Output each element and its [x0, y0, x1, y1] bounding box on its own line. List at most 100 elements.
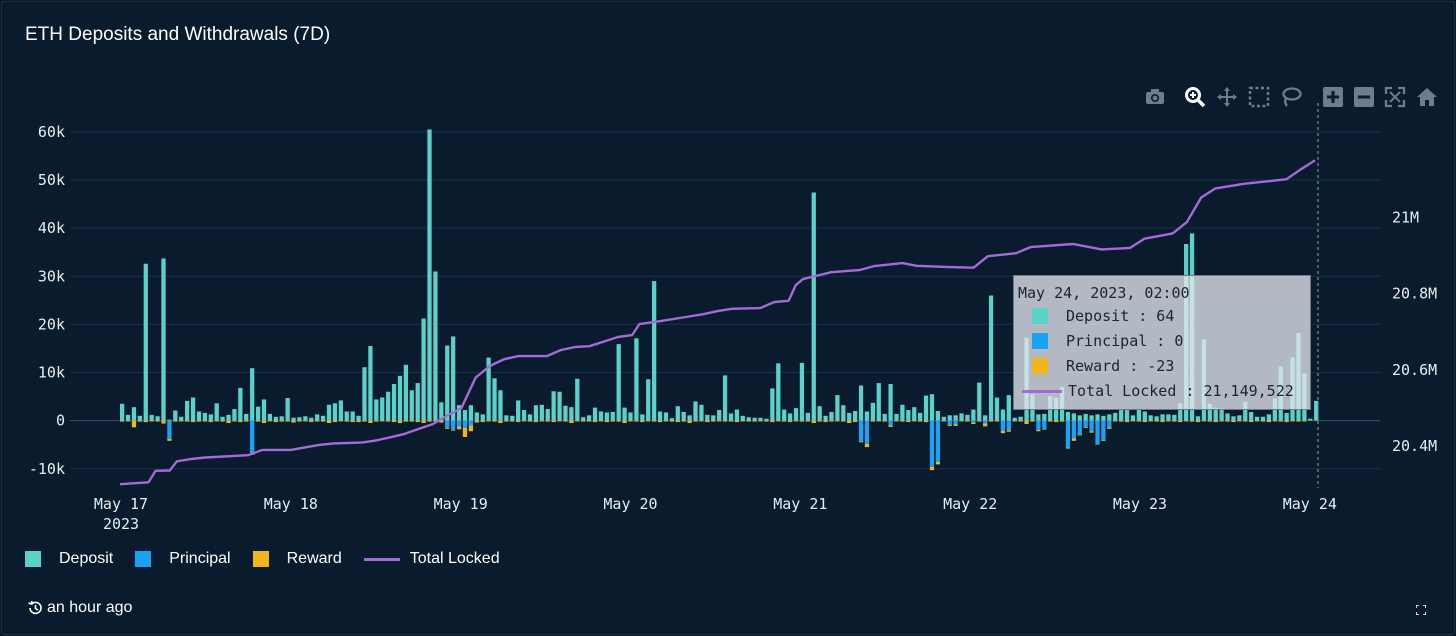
legend-item-principal[interactable]: Principal [135, 550, 231, 568]
deposit-bar [835, 395, 840, 421]
reward-bar [273, 420, 278, 423]
deposit-bar [1284, 412, 1289, 421]
deposit-bar [220, 416, 225, 421]
reward-bar [1219, 420, 1224, 422]
deposit-bar [592, 407, 598, 421]
deposit-bar [563, 405, 568, 421]
deposit-bar [752, 417, 757, 421]
reward-bar [652, 420, 657, 422]
deposit-bar [681, 411, 686, 421]
reward-bar [622, 420, 627, 424]
reward-bar [906, 420, 911, 423]
deposit-bar [586, 415, 592, 421]
reward-bar [1083, 426, 1088, 428]
reward-bar [451, 429, 456, 431]
principal-bar [983, 420, 988, 424]
reward-bar [835, 420, 840, 422]
deposit-bar [977, 382, 982, 421]
x-tick-label: May 24 [1283, 495, 1337, 513]
camera-icon[interactable] [1144, 86, 1166, 108]
reward-bar [1130, 420, 1136, 422]
reward-bar [1284, 420, 1289, 423]
deposit-bar [415, 383, 420, 421]
deposit-bar [474, 412, 479, 421]
reward-bar [864, 443, 870, 448]
deposit-bar [214, 403, 219, 421]
deposit-bar [1195, 416, 1201, 421]
deposit-bar [876, 383, 881, 421]
reset-axes-icon[interactable] [1416, 86, 1438, 108]
deposit-bar [722, 375, 728, 421]
deposit-bar [1018, 416, 1023, 421]
deposit-bar [604, 412, 609, 421]
reward-bar [232, 420, 237, 422]
reward-bar [965, 420, 970, 422]
reward-bar [303, 420, 308, 422]
y-left-tick-label: 60k [38, 123, 65, 141]
reward-bar [1213, 420, 1218, 423]
reward-bar [669, 420, 675, 422]
reward-bar [510, 420, 515, 422]
deposit-bar [1243, 401, 1248, 421]
deposit-bar [1107, 414, 1112, 421]
deposit-bar [1225, 413, 1230, 421]
reward-bar [923, 420, 929, 423]
reward-bar [498, 420, 503, 424]
reward-bar [586, 420, 592, 422]
reward-bar [1000, 430, 1006, 434]
deposit-bar [906, 410, 911, 421]
deposit-bar [261, 399, 267, 421]
reward-bar [941, 420, 946, 422]
reward-bar [858, 441, 864, 443]
deposit-bar [557, 391, 562, 421]
fullscreen-icon[interactable] [1415, 602, 1427, 620]
legend-item-deposit[interactable]: Deposit [25, 550, 113, 568]
reward-bar [1048, 420, 1053, 422]
deposit-bar [125, 414, 131, 421]
zoom-in-icon[interactable] [1322, 86, 1344, 108]
reward-bar [492, 420, 497, 422]
reward-bar [870, 420, 875, 422]
reward-bar [468, 425, 474, 432]
zoom-icon[interactable] [1184, 86, 1206, 108]
reward-bar [687, 420, 692, 424]
reward-bar [847, 420, 852, 424]
reward-bar [959, 420, 964, 422]
reward-bar [758, 420, 763, 422]
deposit-bar [793, 408, 799, 421]
legend-item-reward[interactable]: Reward [252, 550, 342, 568]
deposit-bar [782, 409, 787, 421]
reward-bar [782, 420, 787, 422]
deposit-bar [202, 412, 208, 421]
reward-bar [368, 420, 373, 424]
principal-bar [953, 420, 958, 425]
lasso-icon[interactable] [1280, 86, 1302, 108]
last-updated-text: an hour ago [47, 599, 133, 616]
reward-bar [1142, 420, 1147, 423]
reward-bar [167, 438, 172, 441]
deposit-bar [486, 357, 491, 421]
principal-bar [1077, 420, 1082, 435]
reward-bar [1089, 431, 1094, 433]
deposit-bar [155, 416, 160, 421]
y-left-tick-label: 0 [56, 412, 65, 430]
reward-bar [728, 420, 734, 422]
legend-item-total-locked[interactable]: Total Locked [363, 550, 500, 568]
y-right-tick-label: 20.6M [1392, 361, 1437, 379]
deposit-bar [941, 416, 946, 421]
deposit-bar [492, 378, 497, 421]
x-tick-sublabel: 2023 [103, 515, 139, 533]
deposit-bar [811, 192, 816, 421]
autoscale-icon[interactable] [1384, 86, 1406, 108]
zoom-out-icon[interactable] [1353, 86, 1375, 108]
deposit-bar [918, 412, 923, 421]
reward-bar [350, 420, 355, 423]
pan-icon[interactable] [1216, 86, 1238, 108]
deposit-bar [1213, 407, 1218, 421]
reward-bar [947, 424, 952, 426]
reward-bar [125, 420, 131, 422]
deposit-bar [758, 417, 763, 421]
box-select-icon[interactable] [1248, 86, 1270, 108]
reward-bar [823, 420, 828, 423]
reward-bar [403, 420, 408, 422]
